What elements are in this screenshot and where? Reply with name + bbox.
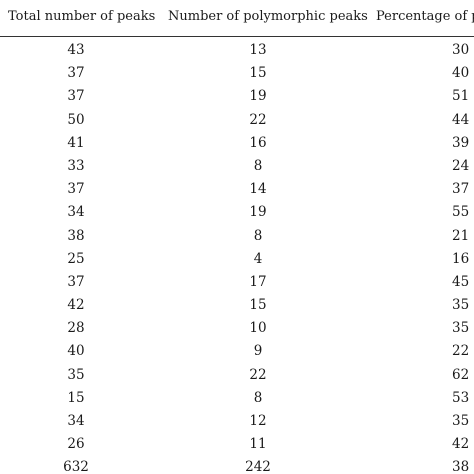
- table-row: 34 19 55: [0, 201, 474, 224]
- table-row: 40 9 22: [0, 340, 474, 363]
- cell-polymorphic-peaks: 8: [253, 389, 263, 406]
- header-percentage-polymorphic: Percentage of po: [376, 9, 474, 24]
- cell-percentage: 40: [452, 65, 470, 82]
- table-row: 26 11 42: [0, 433, 474, 456]
- cell-total-peaks: 632: [63, 459, 89, 474]
- cell-total-peaks: 33: [67, 157, 85, 174]
- table-row: 33 8 24: [0, 155, 474, 178]
- table-row: 50 22 44: [0, 109, 474, 132]
- cell-polymorphic-peaks: 10: [249, 320, 267, 337]
- cell-percentage: 44: [452, 111, 470, 128]
- cell-polymorphic-peaks: 4: [253, 250, 263, 267]
- table-row: 37 15 40: [0, 62, 474, 85]
- cell-percentage: 39: [452, 134, 470, 151]
- cell-total-peaks: 37: [67, 65, 85, 82]
- table-row: 632 242 38: [0, 456, 474, 474]
- cell-polymorphic-peaks: 9: [253, 343, 263, 360]
- cell-total-peaks: 40: [67, 343, 85, 360]
- cell-polymorphic-peaks: 22: [249, 111, 267, 128]
- cell-polymorphic-peaks: 16: [249, 134, 267, 151]
- cell-percentage: 42: [452, 436, 470, 453]
- cell-total-peaks: 50: [67, 111, 85, 128]
- cell-percentage: 35: [452, 297, 470, 314]
- cell-total-peaks: 34: [67, 204, 85, 221]
- table-row: 37 19 51: [0, 85, 474, 108]
- cell-total-peaks: 35: [67, 366, 85, 383]
- cell-polymorphic-peaks: 8: [253, 157, 263, 174]
- cell-percentage: 51: [452, 88, 470, 105]
- cell-percentage: 55: [452, 204, 470, 221]
- cell-percentage: 38: [452, 459, 470, 474]
- cell-total-peaks: 41: [67, 134, 85, 151]
- cell-polymorphic-peaks: 8: [253, 227, 263, 244]
- cell-total-peaks: 26: [67, 436, 85, 453]
- cell-percentage: 30: [452, 42, 470, 58]
- cell-percentage: 62: [452, 366, 470, 383]
- table-row: 42 15 35: [0, 294, 474, 317]
- cell-total-peaks: 25: [67, 250, 85, 267]
- table-row: 15 8 53: [0, 387, 474, 410]
- cell-total-peaks: 37: [67, 181, 85, 198]
- cell-total-peaks: 15: [67, 389, 85, 406]
- cell-polymorphic-peaks: 12: [249, 413, 267, 429]
- table-row: 25 4 16: [0, 248, 474, 271]
- table-row: 35 22 62: [0, 364, 474, 387]
- cell-percentage: 16: [452, 250, 470, 267]
- table-row: 43 13 30: [0, 39, 474, 62]
- table-row: 37 17 45: [0, 271, 474, 294]
- cell-polymorphic-peaks: 242: [245, 459, 271, 474]
- cell-polymorphic-peaks: 15: [249, 65, 267, 82]
- table-row: 41 16 39: [0, 132, 474, 155]
- cell-percentage: 45: [452, 273, 470, 290]
- cell-polymorphic-peaks: 14: [249, 181, 267, 198]
- header-rule: [0, 36, 474, 37]
- cell-percentage: 35: [452, 320, 470, 337]
- header-total-peaks: Total number of peaks: [8, 9, 156, 24]
- cell-percentage: 53: [452, 389, 470, 406]
- table-row: 37 14 37: [0, 178, 474, 201]
- cell-total-peaks: 42: [67, 297, 85, 314]
- cell-percentage: 22: [452, 343, 470, 360]
- cell-total-peaks: 34: [67, 413, 85, 429]
- cell-polymorphic-peaks: 19: [249, 88, 267, 105]
- table-row: 34 12 35: [0, 410, 474, 433]
- cell-polymorphic-peaks: 19: [249, 204, 267, 221]
- cell-polymorphic-peaks: 13: [249, 42, 267, 58]
- cell-polymorphic-peaks: 17: [249, 273, 267, 290]
- cell-total-peaks: 37: [67, 88, 85, 105]
- table-row: 38 8 21: [0, 225, 474, 248]
- cell-total-peaks: 28: [67, 320, 85, 337]
- cell-polymorphic-peaks: 22: [249, 366, 267, 383]
- cell-polymorphic-peaks: 11: [249, 436, 267, 453]
- cell-percentage: 24: [452, 157, 470, 174]
- cell-total-peaks: 37: [67, 273, 85, 290]
- table-row: 28 10 35: [0, 317, 474, 340]
- cell-percentage: 35: [452, 413, 470, 429]
- cell-polymorphic-peaks: 15: [249, 297, 267, 314]
- table-body: 43 13 30 37 15 40 37 19 51 50 22 44 41 16 39 33 8 24 37 14 3…: [0, 39, 474, 474]
- cell-total-peaks: 38: [67, 227, 85, 244]
- cell-total-peaks: 43: [67, 42, 85, 58]
- cell-percentage: 21: [452, 227, 470, 244]
- cell-percentage: 37: [452, 181, 470, 198]
- header-polymorphic-peaks: Number of polymorphic peaks: [168, 9, 368, 24]
